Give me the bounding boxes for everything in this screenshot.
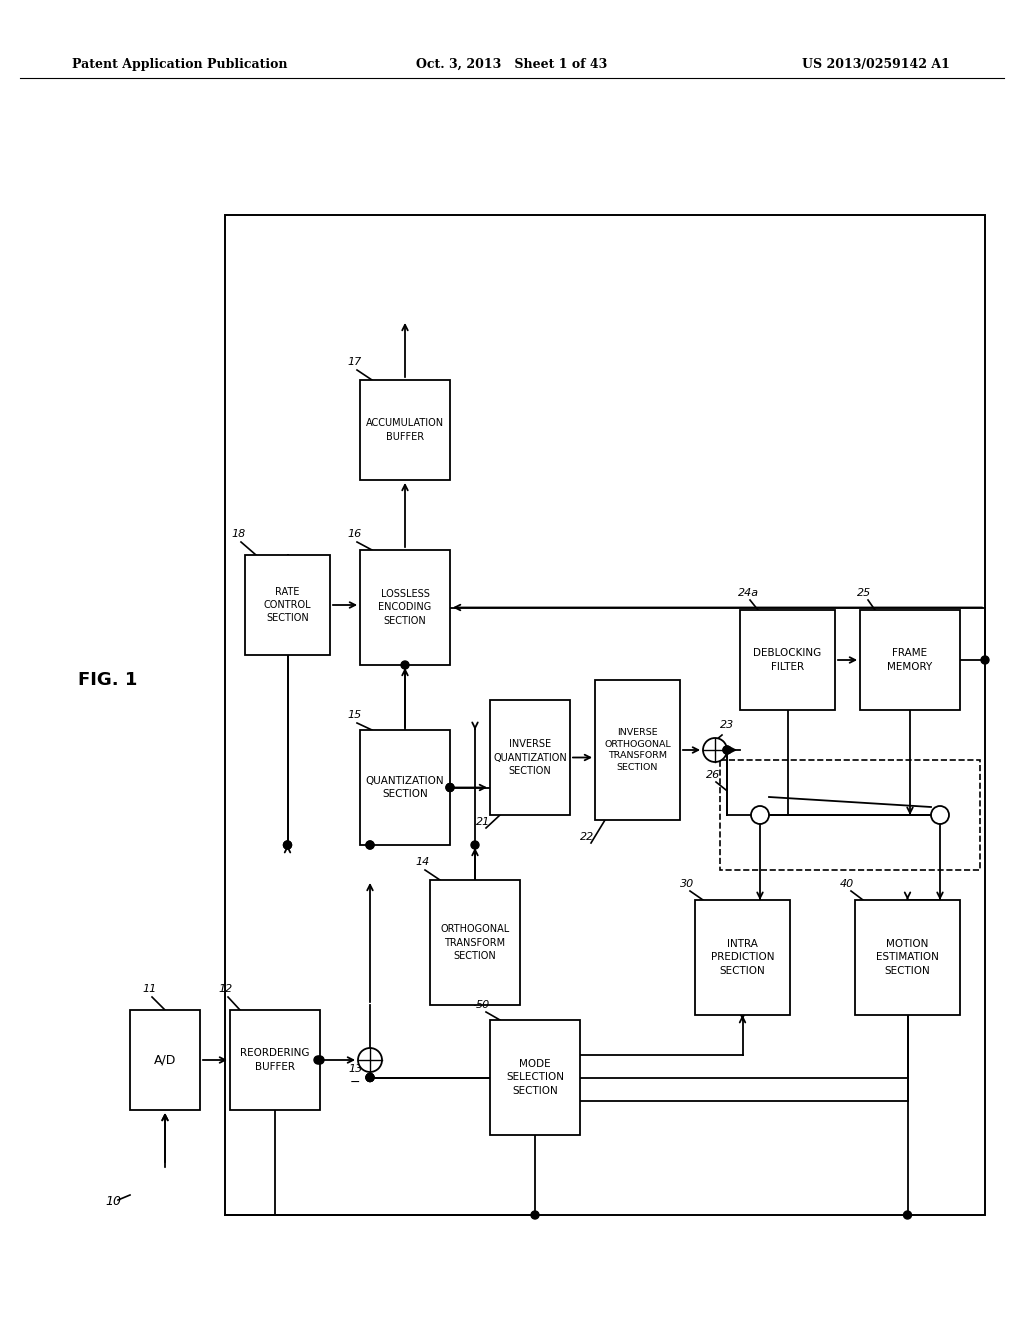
Bar [740, 610, 835, 710]
Circle shape [314, 1056, 322, 1064]
Text: QUANTIZATION
SECTION: QUANTIZATION SECTION [366, 776, 444, 799]
Text: REORDERING
BUFFER: REORDERING BUFFER [241, 1048, 309, 1072]
Text: INVERSE
QUANTIZATION
SECTION: INVERSE QUANTIZATION SECTION [494, 739, 567, 776]
Text: 14: 14 [415, 857, 429, 867]
Text: 26: 26 [706, 770, 720, 780]
Bar [130, 1010, 200, 1110]
Text: 15: 15 [347, 710, 361, 719]
Bar [490, 700, 570, 814]
Circle shape [703, 738, 727, 762]
Circle shape [366, 841, 374, 849]
Circle shape [366, 1073, 374, 1081]
Circle shape [723, 746, 731, 754]
Circle shape [284, 841, 292, 849]
Text: ACCUMULATION
BUFFER: ACCUMULATION BUFFER [366, 418, 444, 442]
Text: ORTHOGONAL
TRANSFORM
SECTION: ORTHOGONAL TRANSFORM SECTION [440, 924, 510, 961]
Text: 13: 13 [348, 1064, 362, 1074]
Circle shape [446, 784, 454, 792]
Circle shape [751, 807, 769, 824]
Text: 24a: 24a [738, 587, 759, 598]
Text: Patent Application Publication: Patent Application Publication [72, 58, 288, 71]
Bar [230, 1010, 319, 1110]
Circle shape [723, 746, 731, 754]
Circle shape [366, 1073, 374, 1081]
Text: LOSSLESS
ENCODING
SECTION: LOSSLESS ENCODING SECTION [379, 589, 432, 626]
Bar [695, 900, 790, 1015]
Circle shape [401, 661, 409, 669]
Text: 50: 50 [476, 1001, 490, 1010]
Circle shape [981, 656, 989, 664]
Text: MOTION
ESTIMATION
SECTION: MOTION ESTIMATION SECTION [877, 940, 939, 975]
Text: 18: 18 [231, 529, 246, 539]
Circle shape [358, 1048, 382, 1072]
Text: FRAME
MEMORY: FRAME MEMORY [888, 648, 933, 672]
Circle shape [284, 841, 292, 849]
Circle shape [531, 1210, 539, 1218]
Text: 40: 40 [840, 879, 854, 888]
Circle shape [366, 841, 374, 849]
Circle shape [366, 1073, 374, 1081]
Bar [360, 550, 450, 665]
Bar [245, 554, 330, 655]
Bar [595, 680, 680, 820]
Circle shape [931, 807, 949, 824]
Text: RATE
CONTROL
SECTION: RATE CONTROL SECTION [264, 587, 311, 623]
Text: FIG. 1: FIG. 1 [78, 671, 137, 689]
Bar [855, 900, 961, 1015]
Text: 12: 12 [218, 983, 232, 994]
Bar [225, 215, 985, 1214]
Text: 22: 22 [580, 832, 594, 842]
Circle shape [903, 1210, 911, 1218]
Circle shape [471, 841, 479, 849]
Text: Oct. 3, 2013   Sheet 1 of 43: Oct. 3, 2013 Sheet 1 of 43 [417, 58, 607, 71]
Text: A/D: A/D [154, 1053, 176, 1067]
Bar [430, 880, 520, 1005]
Bar [360, 730, 450, 845]
Bar [490, 1020, 580, 1135]
Text: DEBLOCKING
FILTER: DEBLOCKING FILTER [754, 648, 821, 672]
Text: INTRA
PREDICTION
SECTION: INTRA PREDICTION SECTION [711, 940, 774, 975]
Bar [360, 380, 450, 480]
Text: US 2013/0259142 A1: US 2013/0259142 A1 [802, 58, 950, 71]
Text: 25: 25 [857, 587, 871, 598]
Text: 10: 10 [105, 1195, 121, 1208]
Text: 17: 17 [347, 356, 361, 367]
Text: 30: 30 [680, 879, 694, 888]
Text: MODE
SELECTION
SECTION: MODE SELECTION SECTION [506, 1059, 564, 1096]
Text: 11: 11 [142, 983, 157, 994]
Bar [720, 760, 980, 870]
Text: INVERSE
ORTHOGONAL
TRANSFORM
SECTION: INVERSE ORTHOGONAL TRANSFORM SECTION [604, 727, 671, 772]
Text: 23: 23 [720, 719, 734, 730]
Text: −: − [350, 1076, 360, 1089]
Circle shape [446, 784, 454, 792]
Text: 21: 21 [476, 817, 490, 828]
Circle shape [316, 1056, 324, 1064]
Text: 16: 16 [347, 529, 361, 539]
Bar [860, 610, 961, 710]
